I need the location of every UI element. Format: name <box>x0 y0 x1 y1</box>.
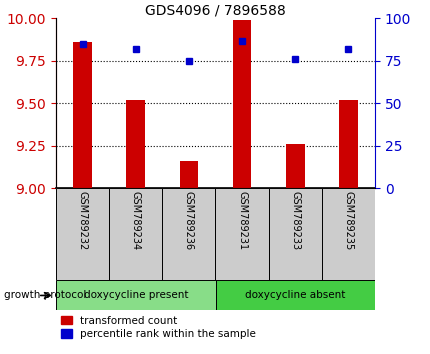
Text: growth protocol: growth protocol <box>4 291 86 301</box>
Title: GDS4096 / 7896588: GDS4096 / 7896588 <box>145 3 285 17</box>
Text: GSM789233: GSM789233 <box>289 191 300 250</box>
Bar <box>285 144 304 188</box>
Bar <box>215 188 268 280</box>
Text: GSM789235: GSM789235 <box>343 191 353 251</box>
Text: GSM789231: GSM789231 <box>237 191 246 250</box>
Text: GSM789234: GSM789234 <box>130 191 141 250</box>
Bar <box>162 188 215 280</box>
Text: GSM789232: GSM789232 <box>77 191 87 251</box>
Bar <box>126 100 145 188</box>
Text: doxycycline present: doxycycline present <box>83 291 187 301</box>
Bar <box>338 100 357 188</box>
Bar <box>109 188 162 280</box>
Bar <box>73 42 92 188</box>
Bar <box>268 188 321 280</box>
Bar <box>179 161 198 188</box>
Bar <box>321 188 374 280</box>
Bar <box>56 188 109 280</box>
Legend: transformed count, percentile rank within the sample: transformed count, percentile rank withi… <box>61 316 255 339</box>
Text: GSM789236: GSM789236 <box>184 191 194 250</box>
Text: doxycycline absent: doxycycline absent <box>245 291 344 301</box>
Bar <box>215 280 374 310</box>
Bar <box>56 280 215 310</box>
Bar <box>232 20 251 188</box>
